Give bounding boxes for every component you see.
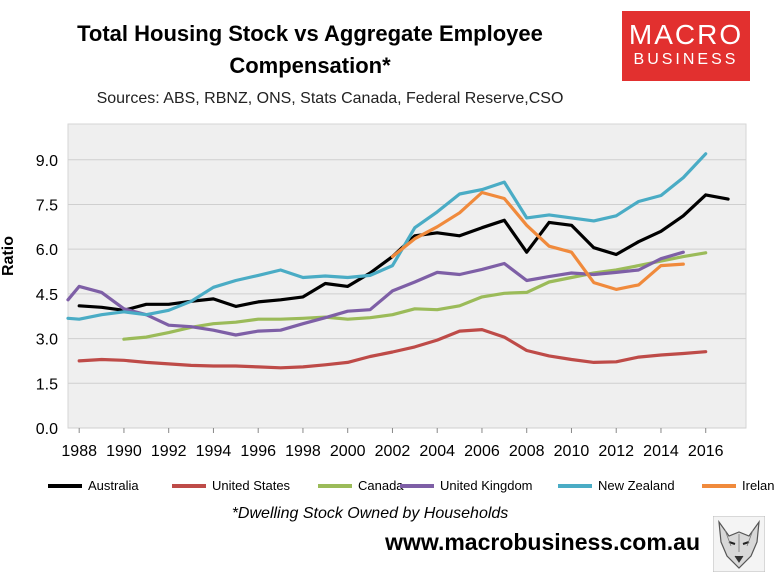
series-line-new-zealand: [66, 152, 708, 321]
chart-title-line2: Compensation*: [229, 53, 391, 78]
website-url[interactable]: www.macrobusiness.com.au: [385, 529, 700, 555]
footnote: *Dwelling Stock Owned by Households: [231, 505, 509, 522]
line-chart: 0.01.53.04.56.07.59.0 1988 1990 1992 1994 19…: [0, 123, 747, 460]
chart-title: Total Housing Stock vs Aggregate Employe…: [40, 18, 580, 82]
y-axis-label: Ratio: [0, 236, 17, 276]
chart-subtitle: Sources: ABS, RBNZ, ONS, Stats Canada, F…: [96, 90, 564, 107]
x-tick-label: 1988: [61, 443, 97, 460]
y-tick-label: 6.0: [36, 242, 58, 259]
y-tick-label: 0.0: [36, 421, 58, 438]
series-line-ireland: [390, 190, 685, 291]
legend-item-ireland: Ireland: [702, 478, 774, 493]
legend-label: New Zealand: [598, 478, 675, 493]
chart-legend: Australia United States Canada United Kingd…: [48, 478, 774, 498]
plot-area: [67, 123, 747, 429]
x-tick-label: 2004: [419, 443, 455, 460]
legend-swatch-united-kingdom: [400, 483, 434, 488]
series-line-united-kingdom: [66, 250, 685, 337]
legend-label: Canada: [358, 478, 404, 493]
x-tick-label: 1990: [106, 443, 142, 460]
logo-line1: MACRO: [628, 19, 744, 50]
x-tick-label: 2002: [375, 443, 411, 460]
y-tick-label: 7.5: [36, 197, 58, 214]
legend-label: Australia: [88, 478, 139, 493]
legend-swatch-new-zealand: [558, 483, 592, 488]
legend-swatch-ireland: [702, 483, 736, 488]
legend-item-united-kingdom: United Kingdom: [400, 478, 533, 493]
legend-label: United Kingdom: [440, 478, 533, 493]
x-tick-label: 2016: [688, 443, 724, 460]
series-line-united-states: [77, 328, 708, 370]
legend-item-new-zealand: New Zealand: [558, 478, 675, 493]
x-tick-label: 1994: [196, 443, 232, 460]
legend-swatch-canada: [318, 483, 352, 488]
x-tick-label: 2010: [554, 443, 590, 460]
x-tick-label: 2008: [509, 443, 545, 460]
x-tick-label: 1996: [240, 443, 276, 460]
x-axis-ticks: 1988 1990 1992 1994 1996 1998 2000 2002 2004 2006…: [61, 428, 724, 460]
wolf-logo-icon: [713, 516, 765, 572]
legend-item-united-states: United States: [172, 478, 290, 493]
x-tick-label: 2000: [330, 443, 366, 460]
legend-item-canada: Canada: [318, 478, 404, 493]
y-tick-label: 3.0: [36, 332, 58, 349]
x-tick-label: 2012: [598, 443, 634, 460]
legend-swatch-united-states: [172, 483, 206, 488]
x-tick-label: 2006: [464, 443, 500, 460]
x-tick-label: 2014: [643, 443, 679, 460]
x-tick-label: 1998: [285, 443, 321, 460]
legend-label: Ireland: [742, 478, 774, 493]
chart-title-line1: Total Housing Stock vs Aggregate Employe…: [77, 21, 543, 46]
legend-item-australia: Australia: [48, 478, 139, 493]
macrobusiness-logo: MACRO BUSINESS: [622, 11, 750, 81]
legend-swatch-australia: [48, 483, 82, 488]
y-tick-label: 1.5: [36, 376, 58, 393]
y-axis-ticks: 0.0 1.5 3.0 4.5 6.0 7.5 9.0: [36, 153, 58, 438]
series-layer: [66, 152, 730, 370]
series-line-canada: [122, 251, 708, 341]
logo-line2: BUSINESS: [633, 51, 739, 68]
x-tick-label: 1992: [151, 443, 187, 460]
y-tick-label: 4.5: [36, 287, 58, 304]
legend-label: United States: [212, 478, 291, 493]
y-tick-label: 9.0: [36, 153, 58, 170]
